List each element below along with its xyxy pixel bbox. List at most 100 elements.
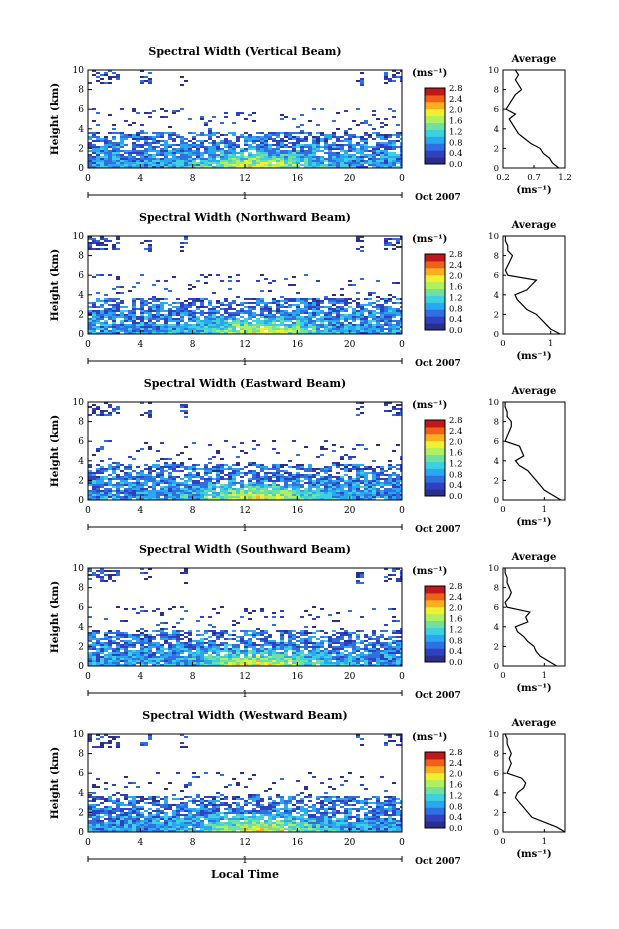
heatmap-cell: [296, 454, 300, 456]
heatmap-cell: [288, 142, 292, 144]
heatmap-cell: [120, 164, 124, 166]
x-tick-label: 8: [190, 340, 196, 350]
heatmap-cell: [324, 330, 328, 332]
heatmap-cell: [376, 444, 380, 446]
heatmap-cell: [372, 494, 376, 496]
heatmap-cell: [192, 466, 196, 468]
heatmap-cell: [224, 638, 228, 640]
heatmap-cell: [348, 136, 352, 138]
heatmap-cell: [184, 330, 188, 332]
heatmap-cell: [272, 652, 276, 654]
heatmap-cell: [148, 312, 152, 314]
heatmap-cell: [136, 136, 140, 138]
heatmap-cell: [160, 306, 164, 308]
heatmap-cell: [92, 160, 96, 162]
heatmap-cell: [176, 332, 180, 334]
heatmap-cell: [332, 650, 336, 652]
heatmap-cell: [304, 146, 308, 148]
heatmap-cell: [284, 134, 288, 136]
heatmap-cell: [380, 144, 384, 146]
heatmap-cell: [280, 492, 284, 494]
heatmap-cell: [208, 490, 212, 492]
heatmap-cell: [276, 320, 280, 322]
heatmap-cell: [264, 652, 268, 654]
profile-frame: [502, 69, 566, 169]
heatmap-cell: [384, 638, 388, 640]
heatmap-cell: [88, 82, 92, 84]
heatmap-cell: [152, 494, 156, 496]
heatmap-cell: [224, 468, 228, 470]
heatmap-cell: [92, 476, 96, 478]
heatmap-cell: [360, 490, 364, 492]
heatmap-cell: [112, 152, 116, 154]
heatmap-cell: [160, 482, 164, 484]
heatmap-cell: [296, 330, 300, 332]
heatmap-cell: [156, 158, 160, 160]
heatmap-cell: [216, 472, 220, 474]
heatmap-cell: [120, 484, 124, 486]
heatmap-cell: [104, 136, 108, 138]
heatmap-cell: [92, 332, 96, 334]
heatmap-cell: [96, 326, 100, 328]
heatmap-cell: [352, 300, 356, 302]
heatmap-cell: [324, 164, 328, 166]
heatmap-cell: [244, 610, 248, 612]
heatmap-cell: [160, 134, 164, 136]
heatmap-cell: [220, 484, 224, 486]
colorbar-band: [425, 157, 445, 165]
heatmap-cell: [388, 320, 392, 322]
heatmap-cell: [180, 482, 184, 484]
heatmap-cell: [148, 640, 152, 642]
heatmap-cell: [400, 498, 402, 500]
heatmap-cell: [260, 154, 264, 156]
panel-2: Spectral Width (Northward Beam)0246810He…: [49, 211, 566, 369]
heatmap-cell: [344, 468, 348, 470]
heatmap-cell: [396, 242, 400, 244]
heatmap-cell: [208, 326, 212, 328]
heatmap-cell: [208, 458, 212, 460]
heatmap-cell: [344, 314, 348, 316]
heatmap-cell: [156, 146, 160, 148]
heatmap-cell: [160, 162, 164, 164]
heatmap-cell: [156, 644, 160, 646]
heatmap-cell: [248, 464, 252, 466]
heatmap-cell: [108, 326, 112, 328]
heatmap-cell: [160, 636, 164, 638]
heatmap-cell: [96, 248, 100, 250]
heatmap-cell: [152, 300, 156, 302]
heatmap-cell: [264, 480, 268, 482]
heatmap-cell: [348, 150, 352, 152]
profile-x-label: (ms⁻¹): [516, 351, 551, 362]
heatmap-cell: [216, 274, 220, 276]
heatmap-cell: [268, 148, 272, 150]
heatmap-cell: [116, 242, 120, 244]
heatmap-cell: [96, 650, 100, 652]
heatmap-cell: [160, 468, 164, 470]
heatmap-cell: [312, 310, 316, 312]
heatmap-cell: [220, 458, 224, 460]
heatmap-cell: [164, 132, 168, 134]
heatmap-cell: [176, 166, 180, 168]
heatmap-cell: [260, 656, 264, 658]
heatmap-cell: [300, 496, 304, 498]
heatmap-cell: [340, 322, 344, 324]
heatmap-cell: [260, 634, 264, 636]
heatmap-cell: [132, 324, 136, 326]
heatmap-cell: [332, 142, 336, 144]
heatmap-cell: [168, 490, 172, 492]
heatmap-cell: [268, 648, 272, 650]
heatmap-cell: [268, 146, 272, 148]
heatmap-cell: [144, 488, 148, 490]
heatmap-cell: [144, 464, 148, 466]
heatmap-cell: [280, 140, 284, 142]
heatmap-cell: [276, 326, 280, 328]
heatmap-cell: [112, 300, 116, 302]
profile-x-tick-label: 0.7: [527, 173, 541, 183]
heatmap-cell: [112, 326, 116, 328]
heatmap-cell: [228, 142, 232, 144]
heatmap-cell: [140, 638, 144, 640]
heatmap-cell: [136, 112, 140, 114]
heatmap-cell: [108, 82, 112, 84]
heatmap-cell: [160, 154, 164, 156]
heatmap-cell: [152, 654, 156, 656]
